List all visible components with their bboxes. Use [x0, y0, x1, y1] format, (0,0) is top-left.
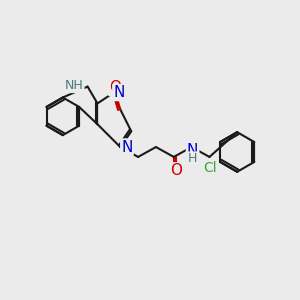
Text: NH: NH [65, 79, 84, 92]
Text: O: O [170, 163, 182, 178]
Text: N: N [121, 140, 133, 154]
Text: H: H [188, 152, 197, 165]
Text: N: N [187, 142, 198, 158]
Text: Cl: Cl [203, 161, 217, 175]
Text: O: O [109, 80, 121, 95]
Text: N: N [113, 85, 125, 100]
